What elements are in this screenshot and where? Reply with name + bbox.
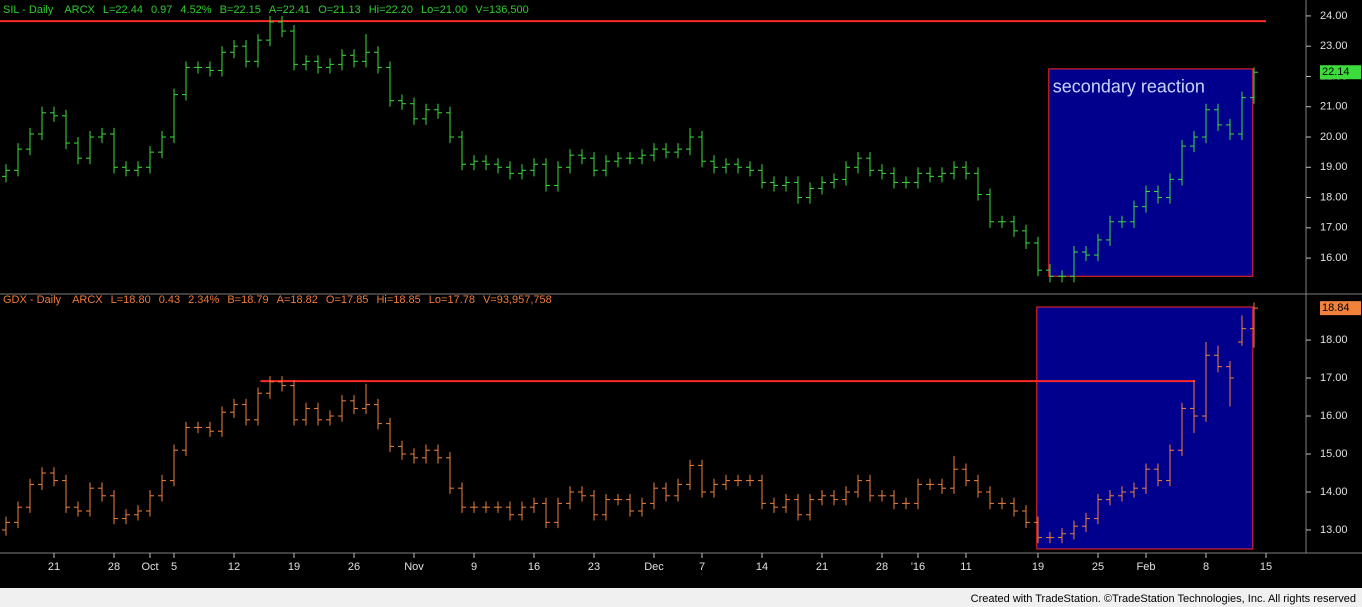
footer-bar — [0, 588, 1362, 607]
x-tick-label: 21 — [48, 561, 60, 573]
x-tick-label: 7 — [699, 561, 705, 573]
x-tick-label: Nov — [404, 561, 424, 573]
header-item: 0.43 — [159, 294, 180, 306]
x-tick-label: Dec — [644, 561, 664, 573]
x-tick-label: 15 — [1260, 561, 1272, 573]
last-price-label: 22.14 — [1322, 66, 1350, 78]
x-tick-label: 5 — [171, 561, 177, 573]
annotation-box — [1048, 68, 1254, 277]
header-item: V=136,500 — [475, 4, 529, 16]
y-tick-label: 17.00 — [1320, 372, 1348, 384]
annotation-box — [1036, 306, 1254, 550]
header-item: SIL - Daily — [3, 4, 54, 16]
y-tick-label: 16.00 — [1320, 252, 1348, 264]
y-tick-label: 21.00 — [1320, 101, 1348, 113]
footer: Created with TradeStation. ©TradeStation… — [971, 593, 1356, 605]
header-item: A=18.82 — [277, 294, 318, 306]
y-tick-label: 13.00 — [1320, 524, 1348, 536]
x-tick-label: 21 — [816, 561, 828, 573]
x-tick-label: 26 — [348, 561, 360, 573]
last-price-box — [1320, 65, 1361, 80]
x-tick-label: 28 — [876, 561, 888, 573]
x-tick-label: '16 — [911, 561, 925, 573]
header-item: B=18.79 — [227, 294, 268, 306]
header-item: GDX - Daily — [3, 294, 62, 306]
x-tick-label: Feb — [1137, 561, 1156, 573]
x-tick-label: 16 — [528, 561, 540, 573]
header-item: V=93,957,758 — [483, 294, 552, 306]
x-tick-label: 11 — [960, 561, 971, 573]
x-tick-label: Oct — [141, 561, 158, 573]
x-tick-label: 8 — [1203, 561, 1209, 573]
y-tick-label: 16.00 — [1320, 410, 1348, 422]
header-item: A=22.41 — [269, 4, 310, 16]
x-tick-label: 28 — [108, 561, 120, 573]
header-item: Hi=18.85 — [376, 294, 420, 306]
x-tick-label: 12 — [228, 561, 240, 573]
header-item: Lo=17.78 — [429, 294, 475, 306]
header-item: ARCX — [64, 4, 95, 16]
header-item: B=22.15 — [220, 4, 261, 16]
annotation-label: secondary reaction — [1053, 77, 1205, 97]
header-item: 0.97 — [151, 4, 172, 16]
y-tick-label: 18.00 — [1320, 334, 1348, 346]
header-item: 2.34% — [188, 294, 219, 306]
x-tick-label: 19 — [288, 561, 300, 573]
y-tick-label: 23.00 — [1320, 40, 1348, 52]
last-price-label: 18.84 — [1322, 302, 1350, 314]
x-tick-label: 14 — [756, 561, 768, 573]
x-tick-label: 19 — [1032, 561, 1044, 573]
header-item: O=17.85 — [326, 294, 369, 306]
y-tick-label: 14.00 — [1320, 486, 1348, 498]
last-price-box — [1320, 301, 1361, 316]
x-tick-label: 25 — [1092, 561, 1104, 573]
y-tick-label: 24.00 — [1320, 10, 1348, 22]
header-item: Lo=21.00 — [421, 4, 467, 16]
y-tick-label: 17.00 — [1320, 222, 1348, 234]
y-tick-label: 19.00 — [1320, 161, 1348, 173]
x-tick-label: 23 — [588, 561, 600, 573]
y-tick-label: 15.00 — [1320, 448, 1348, 460]
header-item: ARCX — [72, 294, 103, 306]
y-tick-label: 20.00 — [1320, 131, 1348, 143]
header-item: L=22.44 — [103, 4, 143, 16]
header-item: O=21.13 — [318, 4, 361, 16]
header-item: 4.52% — [180, 4, 211, 16]
x-tick-label: 9 — [471, 561, 477, 573]
y-tick-label: 18.00 — [1320, 191, 1348, 203]
header-item: Hi=22.20 — [369, 4, 413, 16]
header-item: L=18.80 — [111, 294, 151, 306]
